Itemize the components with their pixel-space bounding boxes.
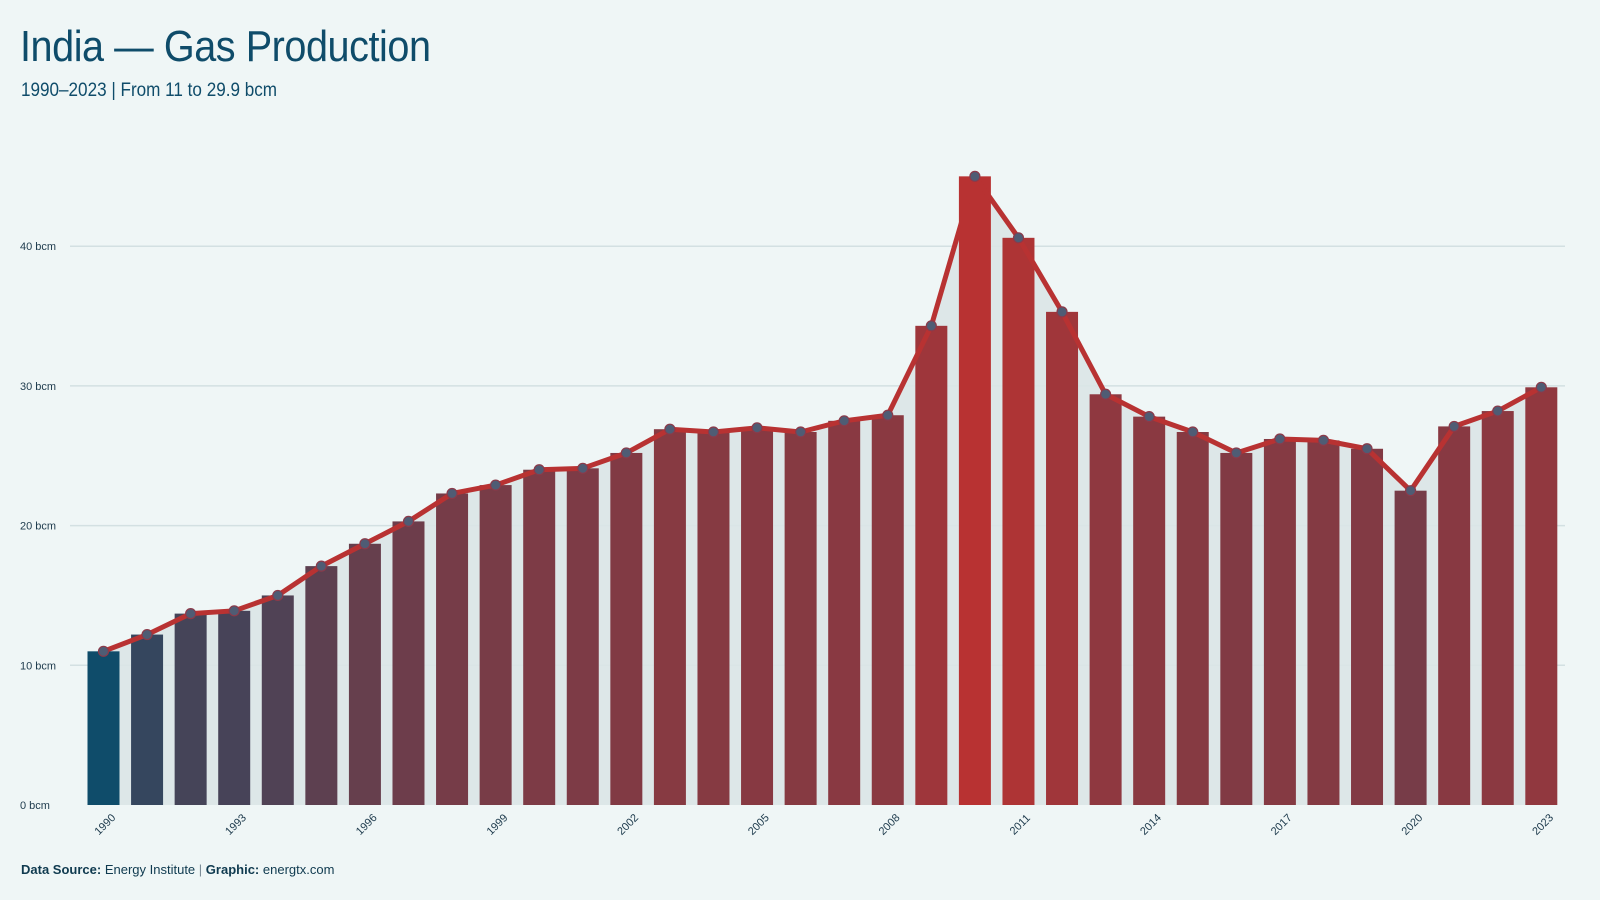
graphic-value: energtx.com xyxy=(262,862,335,877)
point-1998 xyxy=(446,487,458,500)
bar-2009 xyxy=(915,325,948,805)
bar-2000 xyxy=(523,469,556,805)
point-2016 xyxy=(1230,447,1242,459)
bar-1996 xyxy=(348,543,381,805)
chart-title: India — Gas Production xyxy=(20,22,431,71)
x-tick-label: 2008 xyxy=(877,812,903,838)
bar-1999 xyxy=(479,485,512,805)
bar-2001 xyxy=(566,468,599,805)
point-2000 xyxy=(533,464,545,476)
point-2018 xyxy=(1317,434,1330,446)
point-1993 xyxy=(228,605,240,617)
point-1996 xyxy=(359,538,371,550)
x-tick-label: 2020 xyxy=(1400,812,1426,838)
footer-credits: Data Source: Energy Institute | Graphic:… xyxy=(21,862,334,877)
point-2014 xyxy=(1143,411,1155,423)
y-tick-label: 20 bcm xyxy=(20,521,56,533)
point-2019 xyxy=(1361,443,1373,455)
point-2010 xyxy=(969,170,981,182)
graphic-label: Graphic: xyxy=(205,862,260,877)
x-tick-label: 2017 xyxy=(1269,812,1295,838)
x-tick-label: 1999 xyxy=(485,812,511,838)
bar-1998 xyxy=(436,493,469,805)
bar-2023 xyxy=(1525,387,1558,805)
chart-subtitle: 1990–2023 | From 11 to 29.9 bcm xyxy=(21,80,278,101)
point-2021 xyxy=(1448,420,1460,433)
point-1990 xyxy=(97,645,110,657)
point-2004 xyxy=(707,426,720,438)
bar-1992 xyxy=(174,613,207,805)
point-1995 xyxy=(315,560,327,572)
y-tick-label: 0 bcm xyxy=(20,800,50,812)
point-2012 xyxy=(1056,306,1068,318)
point-2005 xyxy=(751,422,763,434)
bar-1990 xyxy=(87,651,120,805)
bar-2010 xyxy=(958,176,991,806)
bar-2019 xyxy=(1351,448,1384,805)
x-tick-label: 1996 xyxy=(354,812,380,838)
point-2007 xyxy=(838,415,850,427)
point-2003 xyxy=(664,423,676,435)
bar-1994 xyxy=(261,595,294,805)
x-tick-label: 2002 xyxy=(615,812,641,838)
point-2009 xyxy=(925,320,937,332)
point-2023 xyxy=(1535,381,1547,393)
footer-separator: | xyxy=(198,862,203,877)
point-2002 xyxy=(620,447,632,459)
point-2013 xyxy=(1100,388,1112,400)
bar-2012 xyxy=(1046,311,1079,805)
point-2001 xyxy=(577,462,589,474)
bar-2008 xyxy=(871,415,904,805)
source-label: Data Source: xyxy=(21,862,102,877)
point-1991 xyxy=(141,628,153,641)
bar-1993 xyxy=(218,610,251,805)
point-1992 xyxy=(185,608,197,620)
point-1994 xyxy=(272,589,284,602)
x-tick-label: 2023 xyxy=(1530,812,1556,838)
x-tick-label: 2014 xyxy=(1138,812,1164,838)
y-tick-label: 10 bcm xyxy=(20,660,56,672)
bar-1997 xyxy=(392,521,425,805)
point-1999 xyxy=(490,479,502,491)
x-tick-label: 1993 xyxy=(223,812,249,838)
point-2006 xyxy=(795,426,807,438)
y-tick-label: 30 bcm xyxy=(20,381,56,393)
point-2022 xyxy=(1492,405,1504,417)
bar-2016 xyxy=(1220,452,1253,805)
source-value: Energy Institute xyxy=(104,862,196,877)
bar-2014 xyxy=(1133,416,1166,805)
y-tick-label: 40 bcm xyxy=(20,241,56,253)
point-1997 xyxy=(402,515,415,528)
x-tick-label: 1990 xyxy=(92,812,118,838)
bar-2021 xyxy=(1438,426,1471,805)
series-line xyxy=(102,173,1543,654)
bar-2011 xyxy=(1002,237,1035,805)
bar-2004 xyxy=(697,432,730,805)
bar-1991 xyxy=(131,634,164,805)
bar-2018 xyxy=(1307,440,1340,805)
point-2011 xyxy=(1012,232,1025,244)
bar-2015 xyxy=(1176,432,1209,805)
bar-2005 xyxy=(741,427,774,805)
bar-2006 xyxy=(784,432,817,805)
x-tick-label: 2005 xyxy=(746,812,772,838)
bar-2013 xyxy=(1089,394,1122,805)
point-2017 xyxy=(1274,433,1286,445)
bar-2017 xyxy=(1263,438,1296,805)
bar-2002 xyxy=(610,452,643,805)
bar-1995 xyxy=(305,566,338,805)
point-2008 xyxy=(882,409,894,421)
point-2015 xyxy=(1187,426,1199,438)
bar-2003 xyxy=(653,429,686,805)
point-2020 xyxy=(1404,485,1417,497)
x-tick-label: 2011 xyxy=(1008,812,1033,837)
bar-2020 xyxy=(1394,490,1427,805)
bar-2007 xyxy=(828,420,861,805)
bar-2022 xyxy=(1481,411,1514,805)
